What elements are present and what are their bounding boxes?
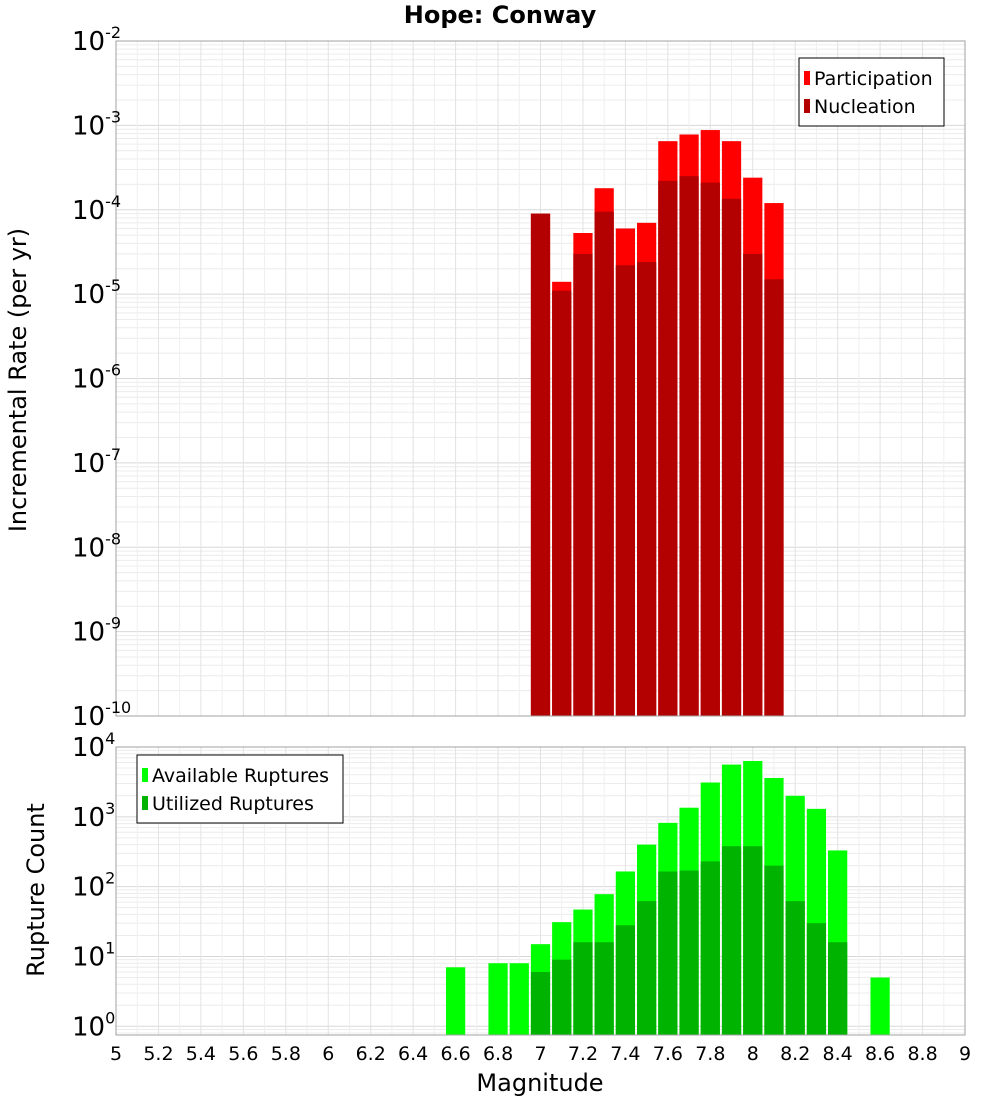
y-tick-label: 10-6: [72, 361, 121, 395]
series-2-bars: [530, 176, 784, 717]
bar-utilized-ruptures: [573, 942, 593, 1035]
y-tick-label: 10-4: [72, 192, 121, 226]
bar-utilized-ruptures: [700, 861, 720, 1035]
x-tick-label: 5.2: [143, 1043, 173, 1065]
x-tick-label: 6.8: [483, 1043, 513, 1065]
x-tick-label: 5.4: [186, 1043, 216, 1065]
x-tick-label: 6.2: [356, 1043, 386, 1065]
x-tick-label: 8.8: [907, 1043, 937, 1065]
bar-nucleation: [552, 290, 572, 716]
bar-nucleation: [530, 213, 551, 717]
bar-nucleation: [594, 211, 614, 716]
bar-utilized-ruptures: [679, 870, 699, 1035]
bar-utilized-ruptures: [785, 901, 805, 1035]
bar-available-ruptures: [445, 967, 466, 1035]
bar-nucleation: [700, 182, 720, 716]
x-tick-label: 6.6: [440, 1043, 470, 1065]
series-2-bars: [530, 846, 848, 1035]
legend-label: Nucleation: [814, 96, 916, 118]
x-axis-label: Magnitude: [476, 1069, 603, 1097]
x-tick-label: 7.8: [695, 1043, 725, 1065]
bar-nucleation: [637, 262, 657, 716]
y-tick-label: 10-3: [72, 107, 121, 141]
y-tick-label: 10-10: [72, 698, 131, 732]
legend-swatch: [804, 71, 810, 85]
y-tick-labels: 10-2 10-3 10-4 10-5 10-6 10-7 10-8 10-9 10-10: [72, 23, 131, 732]
legend-swatch: [804, 99, 810, 113]
y-tick-label: 10-8: [72, 529, 121, 563]
legend-label: Utilized Ruptures: [152, 793, 314, 815]
bar-utilized-ruptures: [764, 865, 784, 1035]
x-tick-label: 7.2: [568, 1043, 598, 1065]
bar-utilized-ruptures: [806, 923, 827, 1035]
x-tick-label: 8.4: [823, 1043, 853, 1065]
y-tick-label: 100: [72, 1008, 115, 1042]
x-tick-labels: 5 5.2 5.4 5.6 5.8 6 6.2 6.4 6.6 6.8 7 7.2 7.4 7.6 7.8 8…: [110, 1043, 971, 1065]
bar-nucleation: [721, 198, 742, 717]
bar-utilized-ruptures: [552, 959, 572, 1035]
x-tick-label: 8: [747, 1043, 759, 1065]
bar-nucleation: [573, 253, 593, 716]
y-tick-label: 102: [72, 869, 115, 903]
bars: [445, 761, 890, 1035]
x-tick-label: 5: [110, 1043, 122, 1065]
y-tick-label: 10-5: [72, 276, 121, 310]
legend-label: Participation: [814, 68, 933, 90]
bar-nucleation: [743, 253, 763, 716]
bar-utilized-ruptures: [594, 942, 614, 1035]
y-tick-labels: 104 103 102 101 100: [72, 729, 115, 1042]
plot-frame: [115, 746, 966, 1036]
bars: [530, 130, 784, 717]
y-tick-label: 103: [72, 799, 115, 833]
top-plot-area: 10-2 10-3 10-4 10-5 10-6 10-7 10-8 10-9 10-10 Par…: [72, 23, 966, 732]
bar-available-ruptures: [870, 977, 890, 1035]
x-tick-label: 8.6: [865, 1043, 895, 1065]
bar-available-ruptures: [488, 963, 508, 1035]
legend: Available Ruptures Utilized Ruptures: [136, 754, 344, 824]
bar-utilized-ruptures: [615, 925, 636, 1035]
bar-utilized-ruptures: [637, 901, 657, 1035]
bar-utilized-ruptures: [658, 871, 678, 1035]
chart-title: Hope: Conway: [404, 1, 597, 29]
y-tick-label: 10-7: [72, 445, 121, 479]
x-tick-label: 5.8: [271, 1043, 301, 1065]
y-tick-label: 104: [72, 729, 115, 763]
plot-frame: [115, 40, 966, 717]
bar-utilized-ruptures: [828, 942, 848, 1035]
bar-utilized-ruptures: [743, 846, 763, 1035]
legend-swatch: [142, 768, 148, 782]
bottom-y-axis-label: Rupture Count: [22, 803, 50, 977]
y-tick-label: 101: [72, 938, 115, 972]
x-tick-label: 8.2: [780, 1043, 810, 1065]
legend-swatch: [142, 796, 148, 810]
legend-label: Available Ruptures: [152, 765, 329, 787]
x-tick-label: 6.4: [398, 1043, 428, 1065]
x-tick-label: 7.4: [610, 1043, 640, 1065]
bar-nucleation: [658, 180, 678, 716]
x-tick-label: 7.6: [653, 1043, 683, 1065]
legend-box: [136, 754, 344, 824]
y-tick-label: 10-2: [72, 23, 121, 57]
bar-utilized-ruptures: [530, 971, 551, 1035]
bar-nucleation: [679, 176, 699, 716]
legend-box: [798, 57, 945, 127]
x-tick-label: 7: [534, 1043, 546, 1065]
legend: Participation Nucleation: [798, 57, 945, 127]
bar-nucleation: [764, 279, 784, 716]
x-tick-label: 9: [959, 1043, 971, 1065]
bar-utilized-ruptures: [721, 846, 742, 1035]
y-tick-label: 10-9: [72, 614, 121, 648]
bar-nucleation: [615, 265, 636, 716]
top-y-axis-label: Incremental Rate (per yr): [4, 228, 32, 532]
x-tick-label: 5.6: [228, 1043, 258, 1065]
bar-available-ruptures: [509, 963, 529, 1035]
x-tick-label: 6: [322, 1043, 334, 1065]
